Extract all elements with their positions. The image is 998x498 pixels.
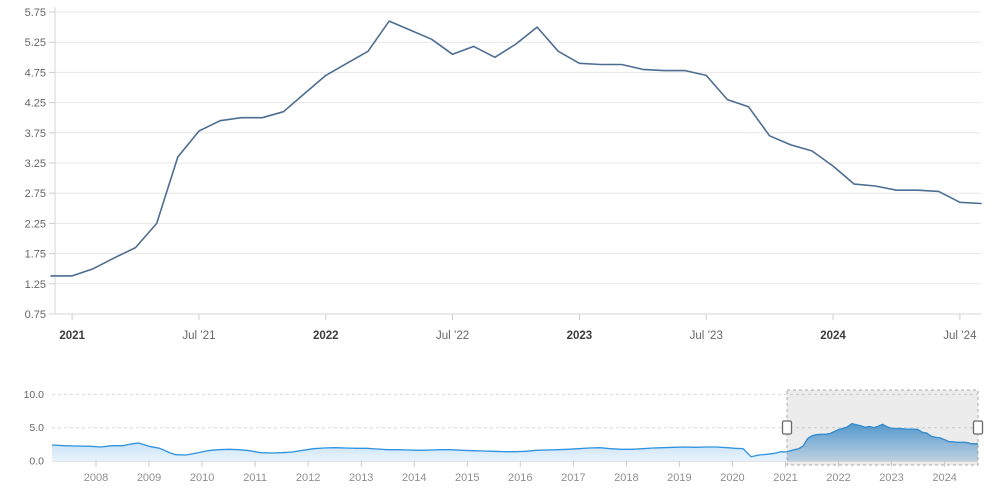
- nav-year-label: 2017: [561, 472, 585, 484]
- nav-year-label: 2024: [932, 472, 956, 484]
- navigator-area-selected: [787, 423, 978, 461]
- navigator: 10.0 5.0 0.0 2008 2009 2010 2011 2012 2013 2014 20…: [24, 389, 984, 484]
- nav-year-label: 2018: [614, 472, 638, 484]
- main-series-line: [50, 20, 982, 277]
- nav-y-label: 10.0: [24, 389, 45, 401]
- nav-year-label: 2009: [137, 472, 161, 484]
- x-axis-label: 2022: [313, 330, 339, 342]
- y-axis-label: 1.25: [25, 279, 46, 291]
- x-axis-label: 2021: [59, 330, 85, 342]
- x-axis-label: 2023: [567, 330, 593, 342]
- selection-mask[interactable]: [787, 390, 978, 465]
- nav-year-label: 2022: [826, 472, 850, 484]
- y-axis-label: 2.75: [25, 188, 46, 200]
- nav-year-label: 2015: [455, 472, 479, 484]
- nav-year-label: 2021: [773, 472, 797, 484]
- y-axis-label: 1.75: [25, 249, 46, 261]
- nav-year-label: 2008: [84, 472, 108, 484]
- nav-year-label: 2019: [667, 472, 691, 484]
- y-axis-label: 0.75: [25, 309, 46, 321]
- nav-year-label: 2010: [190, 472, 214, 484]
- nav-year-label: 2014: [402, 472, 426, 484]
- y-axis-label: 5.75: [25, 7, 46, 19]
- nav-year-label: 2011: [243, 472, 267, 484]
- x-axis-label: Jul ’24: [943, 330, 977, 342]
- y-axis-label: 4.25: [25, 98, 46, 110]
- nav-year-label: 2020: [720, 472, 744, 484]
- navigator-handle-right[interactable]: [972, 420, 984, 435]
- nav-year-label: 2023: [879, 472, 903, 484]
- main-axes: [49, 7, 981, 320]
- nav-year-label: 2013: [349, 472, 373, 484]
- y-axis-label: 3.25: [25, 158, 46, 170]
- nav-year-label: 2012: [296, 472, 320, 484]
- x-axis-label: Jul ’23: [690, 330, 723, 342]
- main-axis-labels: 5.75 5.25 4.75 4.25 3.75 3.25 2.75 2.25 1.75 1.25…: [25, 7, 978, 342]
- y-axis-label: 2.25: [25, 218, 46, 230]
- navigator-handle-left[interactable]: [781, 420, 793, 435]
- main-series-group: [50, 20, 982, 277]
- y-axis-label: 3.75: [25, 128, 46, 140]
- x-axis-label: Jul ’22: [436, 330, 469, 342]
- nav-y-label: 5.0: [29, 422, 44, 434]
- x-axis-label: 2024: [820, 330, 846, 342]
- main-plot-area[interactable]: [55, 12, 981, 314]
- nav-year-label: 2016: [508, 472, 532, 484]
- x-axis-label: Jul ’21: [182, 330, 215, 342]
- nav-y-label: 0.0: [29, 456, 44, 468]
- navigator-line-selected: [787, 422, 978, 453]
- y-axis-label: 5.25: [25, 37, 46, 49]
- y-axis-label: 4.75: [25, 67, 46, 79]
